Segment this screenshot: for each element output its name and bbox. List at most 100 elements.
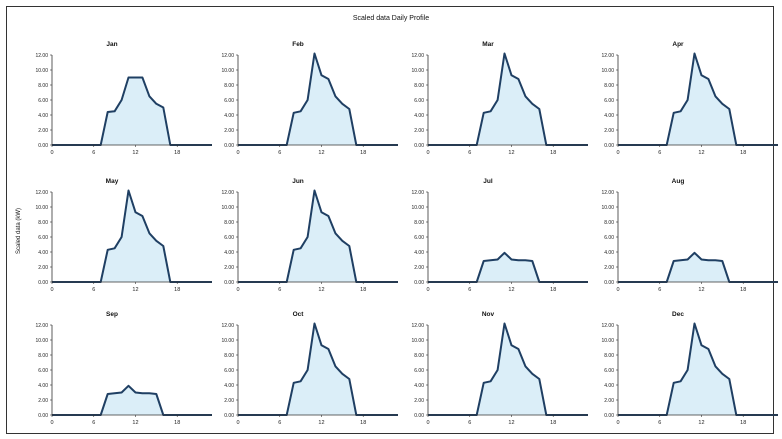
y-tick-label-aug: 4.00 <box>604 250 614 256</box>
subplot-nov: Nov 0.00 2.00 4.00 6.00 8.00 10.00 12.00 0 6 12 18 <box>411 311 588 426</box>
y-tick-label-dec: 6.00 <box>604 368 614 374</box>
subplot-title-feb: Feb <box>292 41 304 48</box>
x-tick-label-dec: 18 <box>740 420 746 426</box>
x-tick-label-apr: 6 <box>658 150 661 156</box>
y-tick-label-jun: 12.00 <box>221 190 234 196</box>
area-fill-feb <box>238 53 398 145</box>
y-tick-label-nov: 0.00 <box>414 413 424 419</box>
x-tick-label-jun: 12 <box>318 287 324 293</box>
area-fill-apr <box>618 53 778 145</box>
x-tick-label-may: 0 <box>50 287 53 293</box>
y-tick-label-apr: 8.00 <box>604 83 614 89</box>
x-tick-label-may: 6 <box>92 287 95 293</box>
subplot-dec: Dec 0.00 2.00 4.00 6.00 8.00 10.00 12.00 0 6 12 18 <box>601 311 778 426</box>
y-tick-label-oct: 2.00 <box>224 398 234 404</box>
y-tick-label-nov: 2.00 <box>414 398 424 404</box>
y-tick-label-nov: 6.00 <box>414 368 424 374</box>
y-tick-label-may: 0.00 <box>38 280 48 286</box>
y-tick-label-jun: 6.00 <box>224 235 234 241</box>
y-tick-label-mar: 0.00 <box>414 143 424 149</box>
y-tick-label-jul: 12.00 <box>411 190 424 196</box>
subplot-title-jan: Jan <box>106 41 117 48</box>
subplot-title-aug: Aug <box>672 178 685 185</box>
x-tick-label-oct: 18 <box>360 420 366 426</box>
y-tick-label-sep: 10.00 <box>35 338 48 344</box>
x-tick-label-may: 12 <box>132 287 138 293</box>
area-fill-mar <box>428 53 588 145</box>
subplot-title-may: May <box>106 178 119 185</box>
y-tick-label-apr: 0.00 <box>604 143 614 149</box>
y-tick-label-jun: 10.00 <box>221 205 234 211</box>
subplot-title-dec: Dec <box>672 311 684 318</box>
subplot-title-nov: Nov <box>482 311 495 318</box>
subplot-feb: Feb 0.00 2.00 4.00 6.00 8.00 10.00 12.00 0 6 12 18 <box>221 41 398 156</box>
x-tick-label-apr: 0 <box>616 150 619 156</box>
x-tick-label-oct: 12 <box>318 420 324 426</box>
y-tick-label-aug: 6.00 <box>604 235 614 241</box>
subplot-oct: Oct 0.00 2.00 4.00 6.00 8.00 10.00 12.00 0 6 12 18 <box>221 311 398 426</box>
y-tick-label-sep: 0.00 <box>38 413 48 419</box>
y-tick-label-dec: 8.00 <box>604 353 614 359</box>
area-fill-dec <box>618 323 778 415</box>
y-tick-label-feb: 6.00 <box>224 98 234 104</box>
x-tick-label-jul: 18 <box>550 287 556 293</box>
y-tick-label-oct: 0.00 <box>224 413 234 419</box>
x-tick-label-jul: 6 <box>468 287 471 293</box>
subplot-title-jun: Jun <box>292 178 304 185</box>
y-tick-label-dec: 12.00 <box>601 323 614 329</box>
y-tick-label-apr: 6.00 <box>604 98 614 104</box>
area-fill-jun <box>238 190 398 282</box>
y-tick-label-feb: 2.00 <box>224 128 234 134</box>
area-fill-sep <box>52 385 212 415</box>
subplot-aug: Aug 0.00 2.00 4.00 6.00 8.00 10.00 12.00 0 6 12 18 <box>601 178 778 293</box>
x-tick-label-sep: 0 <box>50 420 53 426</box>
y-tick-label-mar: 6.00 <box>414 98 424 104</box>
y-tick-label-jul: 4.00 <box>414 250 424 256</box>
area-fill-jan <box>52 77 212 145</box>
y-tick-label-feb: 8.00 <box>224 83 234 89</box>
subplot-jun: Jun 0.00 2.00 4.00 6.00 8.00 10.00 12.00 0 6 12 18 <box>221 178 398 293</box>
x-tick-label-sep: 6 <box>92 420 95 426</box>
y-tick-label-jan: 12.00 <box>35 53 48 59</box>
y-tick-label-apr: 10.00 <box>601 68 614 74</box>
subplot-title-apr: Apr <box>672 41 684 48</box>
subplot-title-sep: Sep <box>106 311 118 318</box>
x-tick-label-nov: 6 <box>468 420 471 426</box>
y-tick-label-jan: 10.00 <box>35 68 48 74</box>
y-tick-label-jul: 2.00 <box>414 265 424 271</box>
x-tick-label-mar: 6 <box>468 150 471 156</box>
x-tick-label-jan: 12 <box>132 150 138 156</box>
y-tick-label-oct: 6.00 <box>224 368 234 374</box>
x-tick-label-may: 18 <box>174 287 180 293</box>
y-tick-label-aug: 2.00 <box>604 265 614 271</box>
x-tick-label-nov: 18 <box>550 420 556 426</box>
subplot-mar: Mar 0.00 2.00 4.00 6.00 8.00 10.00 12.00 0 6 12 18 <box>411 41 588 156</box>
x-tick-label-apr: 12 <box>698 150 704 156</box>
x-tick-label-aug: 12 <box>698 287 704 293</box>
y-tick-label-jul: 0.00 <box>414 280 424 286</box>
y-tick-label-feb: 0.00 <box>224 143 234 149</box>
y-tick-label-may: 10.00 <box>35 205 48 211</box>
x-tick-label-jun: 0 <box>236 287 239 293</box>
x-tick-label-apr: 18 <box>740 150 746 156</box>
y-tick-label-sep: 4.00 <box>38 383 48 389</box>
x-tick-label-dec: 12 <box>698 420 704 426</box>
x-tick-label-oct: 0 <box>236 420 239 426</box>
x-tick-label-jan: 6 <box>92 150 95 156</box>
subplot-jan: Jan 0.00 2.00 4.00 6.00 8.00 10.00 12.00 0 6 12 18 <box>35 41 212 156</box>
x-tick-label-jul: 12 <box>508 287 514 293</box>
y-tick-label-jun: 4.00 <box>224 250 234 256</box>
y-tick-label-jun: 8.00 <box>224 220 234 226</box>
y-tick-label-sep: 12.00 <box>35 323 48 329</box>
x-tick-label-oct: 6 <box>278 420 281 426</box>
x-tick-label-dec: 0 <box>616 420 619 426</box>
subplot-jul: Jul 0.00 2.00 4.00 6.00 8.00 10.00 12.00 0 6 12 18 <box>411 178 588 293</box>
x-tick-label-jan: 18 <box>174 150 180 156</box>
y-tick-label-nov: 12.00 <box>411 323 424 329</box>
x-tick-label-feb: 0 <box>236 150 239 156</box>
y-tick-label-sep: 8.00 <box>38 353 48 359</box>
x-tick-label-aug: 0 <box>616 287 619 293</box>
y-tick-label-jan: 0.00 <box>38 143 48 149</box>
x-tick-label-feb: 18 <box>360 150 366 156</box>
y-tick-label-mar: 2.00 <box>414 128 424 134</box>
